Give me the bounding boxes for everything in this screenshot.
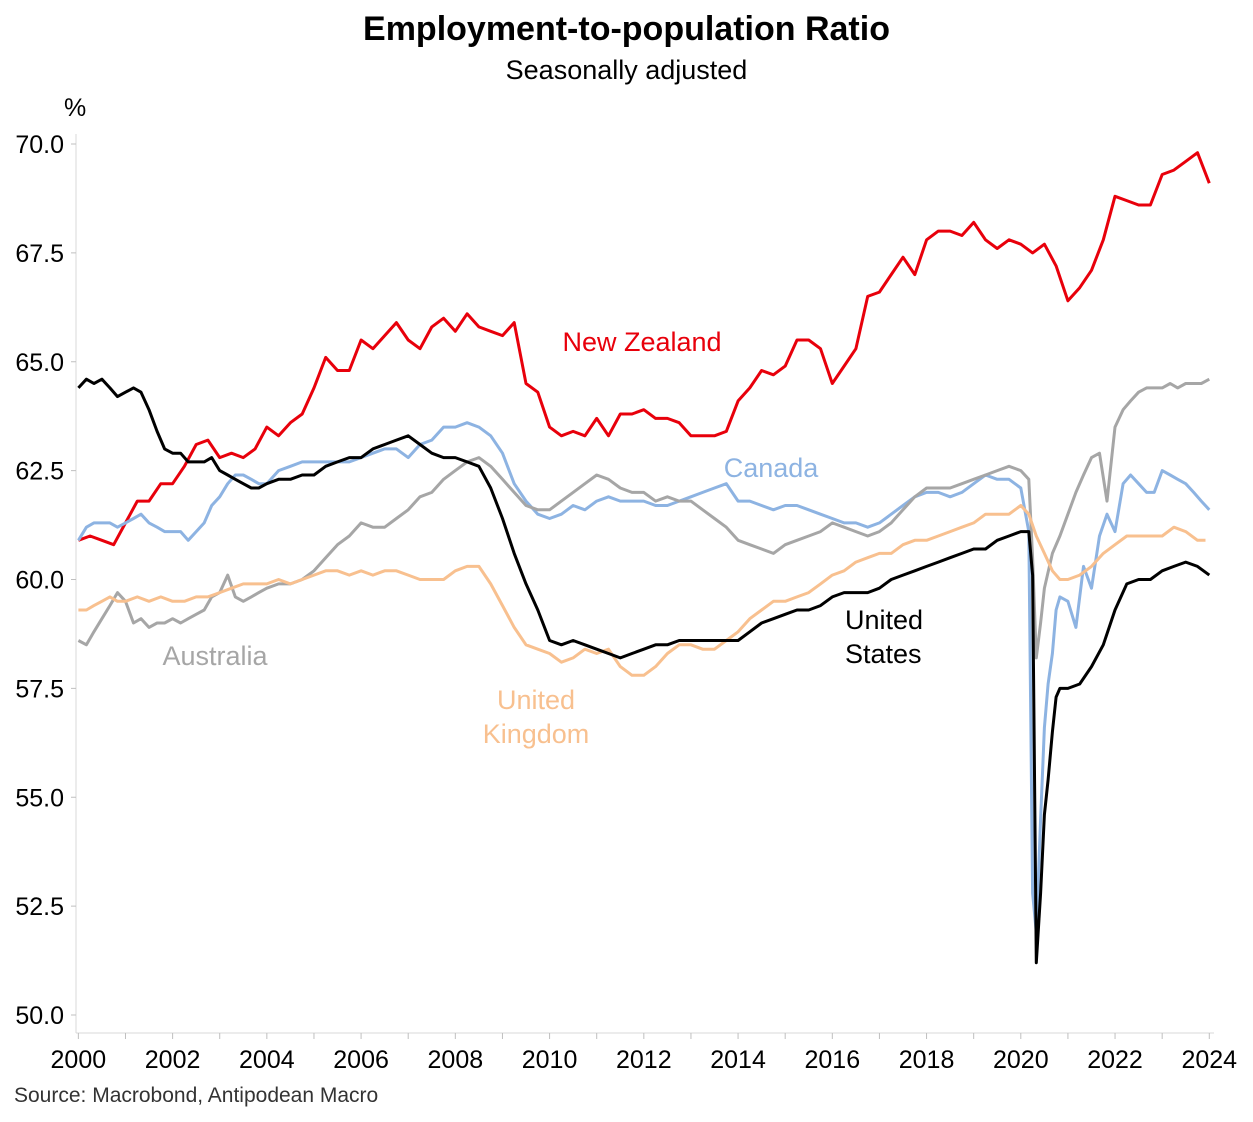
chart-subtitle: Seasonally adjusted: [505, 55, 748, 85]
series-line-united-states: [77, 377, 1211, 965]
x-tick-label: 2020: [993, 1046, 1049, 1074]
y-axis-ticks: 50.0 52.5 55.0 57.5 60.0 62.5 65.0 67.5 70.0: [15, 131, 76, 1030]
y-tick-label: 67.5: [15, 240, 64, 268]
source-note: Source: Macrobond, Antipodean Macro: [14, 1084, 379, 1107]
x-tick-label: 2018: [899, 1046, 955, 1074]
series-label-line: States: [845, 639, 922, 669]
x-tick-label: 2008: [428, 1046, 484, 1074]
y-tick-label: 70.0: [15, 131, 64, 159]
x-tick-label: 2022: [1087, 1046, 1143, 1074]
x-tick-label: 2012: [616, 1046, 672, 1074]
series-labels: New ZealandCanadaAustraliaUnitedKingdomU…: [162, 327, 923, 749]
y-tick-label: 57.5: [15, 675, 64, 703]
series-lines: [77, 151, 1211, 965]
series-label-line: United: [497, 685, 575, 715]
x-tick-label: 2002: [145, 1046, 201, 1074]
series-label-line: Canada: [724, 453, 820, 483]
x-axis-ticks: 2000 2002 2004 2006 2008 2010 2012 2014 2016 2018…: [51, 1033, 1237, 1074]
series-label-canada: Canada: [724, 453, 820, 483]
series-label-united-states: United States: [845, 605, 923, 669]
y-tick-label: 60.0: [15, 567, 64, 595]
series-label-united-kingdom: United Kingdom: [483, 685, 590, 749]
series-line-united-kingdom: [78, 504, 1206, 677]
series-label-new-zealand: New Zealand: [562, 327, 721, 357]
series-label-line: Kingdom: [483, 719, 590, 749]
x-tick-label: 2010: [522, 1046, 578, 1074]
series-label-line: New Zealand: [562, 327, 721, 357]
y-tick-label: 50.0: [15, 1002, 64, 1030]
series-label-line: United: [845, 605, 923, 635]
x-tick-label: 2014: [710, 1046, 766, 1074]
series-line-australia: [77, 377, 1211, 660]
series-line-new-zealand: [77, 151, 1211, 547]
chart-title: Employment-to-population Ratio: [363, 10, 890, 48]
x-tick-label: 2024: [1181, 1046, 1237, 1074]
series-label-line: Australia: [162, 641, 268, 671]
x-tick-label: 2016: [804, 1046, 860, 1074]
y-tick-label: 52.5: [15, 893, 64, 921]
x-tick-label: 2000: [51, 1046, 107, 1074]
y-axis-unit-label: %: [64, 94, 86, 122]
x-tick-label: 2006: [333, 1046, 389, 1074]
x-tick-label: 2004: [239, 1046, 295, 1074]
series-label-australia: Australia: [162, 641, 268, 671]
y-tick-label: 55.0: [15, 784, 64, 812]
series-line-canada: [77, 421, 1211, 934]
y-tick-label: 62.5: [15, 458, 64, 486]
y-tick-label: 65.0: [15, 349, 64, 377]
